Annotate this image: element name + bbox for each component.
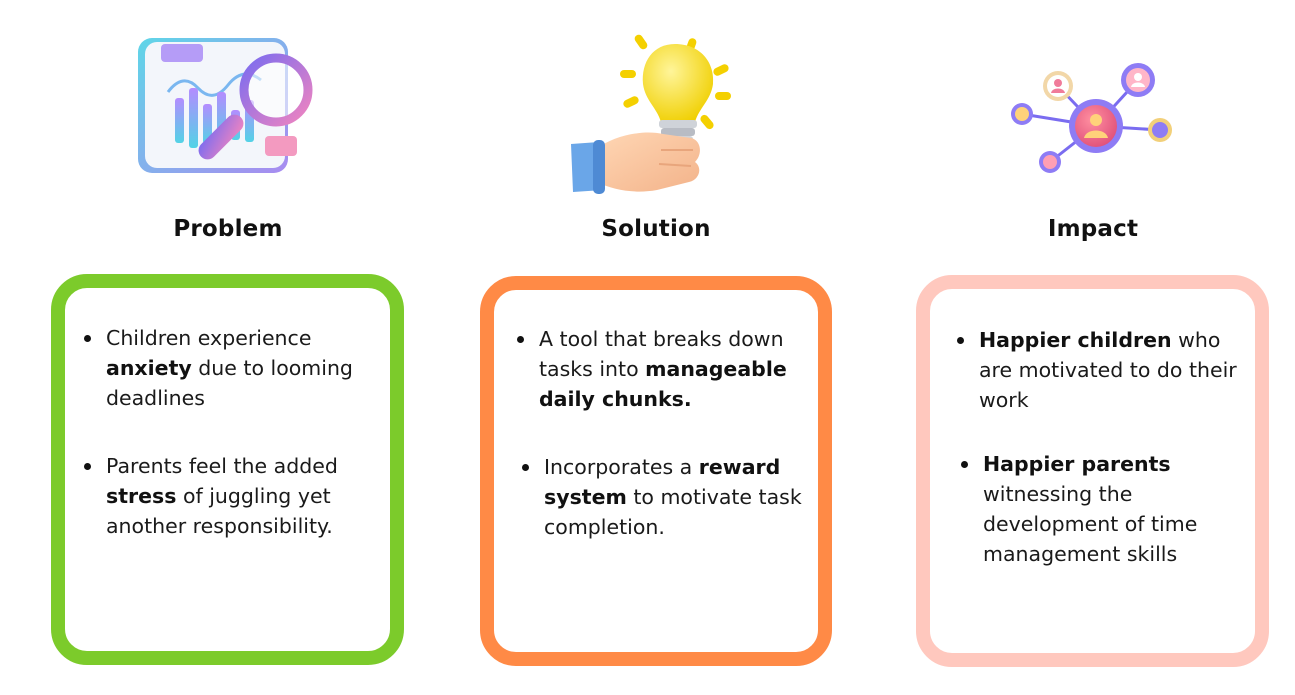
- impact-bullet-1: Happier children who are motivated to do…: [957, 325, 1249, 415]
- bullet-dot-icon: [84, 463, 91, 470]
- impact-heading: Impact: [1047, 216, 1139, 242]
- solution-bullet-2: Incorporates a reward system to motivate…: [522, 452, 824, 542]
- hand-lightbulb-icon: [571, 34, 731, 194]
- bullet-dot-icon: [522, 464, 529, 471]
- problem-card: Children experience anxiety due to loomi…: [51, 274, 404, 665]
- bullet-dot-icon: [961, 461, 968, 468]
- bullet-dot-icon: [957, 337, 964, 344]
- problem-bullet-2: Parents feel the added stress of jugglin…: [84, 451, 386, 541]
- people-network-icon: [1011, 63, 1172, 173]
- impact-card: Happier children who are motivated to do…: [916, 275, 1269, 667]
- solution-bullet-1: A tool that breaks down tasks into manag…: [517, 324, 814, 414]
- solution-heading: Solution: [601, 216, 711, 242]
- problem-bullet-1: Children experience anxiety due to loomi…: [84, 323, 386, 413]
- solution-card: A tool that breaks down tasks into manag…: [480, 276, 832, 666]
- magnifier-chart-icon: [138, 38, 313, 173]
- bullet-dot-icon: [84, 335, 91, 342]
- bullet-dot-icon: [517, 336, 524, 343]
- impact-bullet-2: Happier parents witnessing the developme…: [961, 449, 1243, 569]
- problem-heading: Problem: [173, 216, 283, 242]
